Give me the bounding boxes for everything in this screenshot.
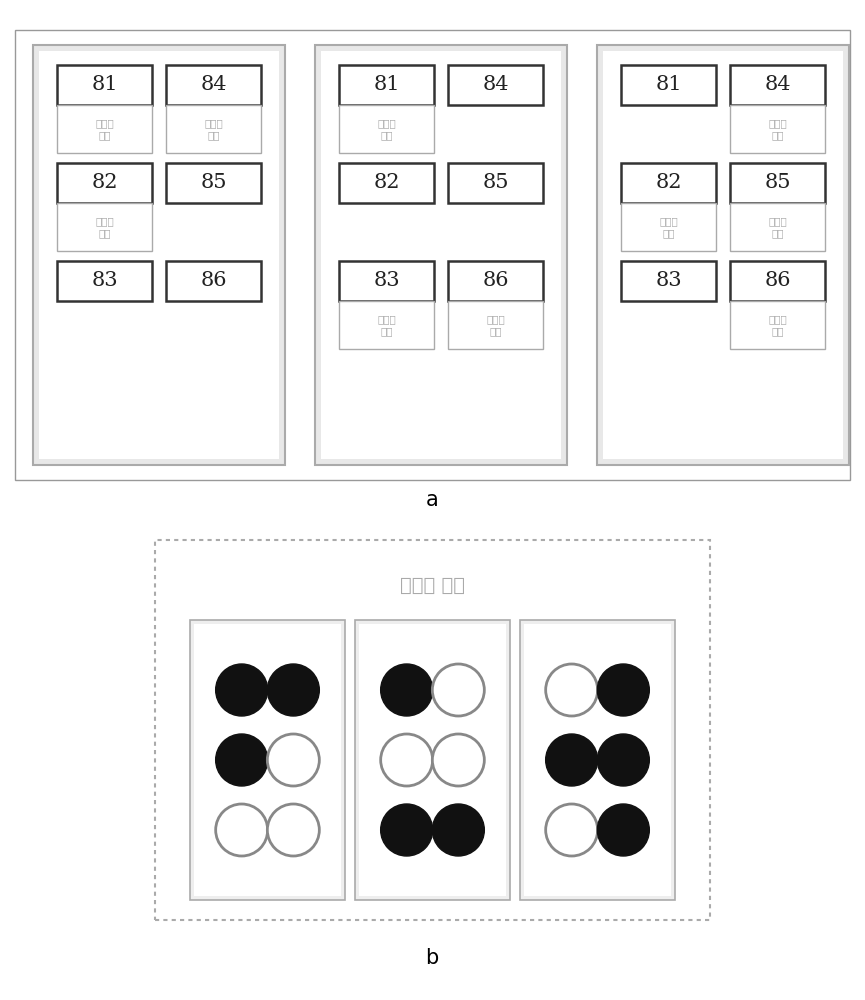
Text: 盲字： 复位: 盲字： 复位 bbox=[400, 576, 465, 594]
Bar bbox=[621, 65, 716, 105]
Bar bbox=[57, 203, 152, 251]
Ellipse shape bbox=[215, 804, 267, 856]
Bar bbox=[621, 203, 716, 251]
Ellipse shape bbox=[598, 804, 650, 856]
Bar bbox=[339, 105, 434, 153]
Bar bbox=[166, 163, 261, 203]
Bar bbox=[339, 65, 434, 105]
Bar bbox=[57, 65, 152, 105]
Bar bbox=[355, 620, 510, 900]
Text: 82: 82 bbox=[374, 174, 400, 192]
Bar bbox=[448, 301, 543, 349]
Ellipse shape bbox=[546, 664, 598, 716]
Bar bbox=[57, 261, 152, 301]
Bar bbox=[730, 301, 825, 349]
Bar bbox=[194, 624, 341, 896]
Ellipse shape bbox=[381, 664, 432, 716]
Bar bbox=[730, 65, 825, 105]
Text: 81: 81 bbox=[91, 76, 118, 95]
Ellipse shape bbox=[432, 664, 484, 716]
Text: 82: 82 bbox=[91, 174, 118, 192]
Ellipse shape bbox=[432, 734, 484, 786]
Ellipse shape bbox=[381, 804, 432, 856]
Ellipse shape bbox=[546, 804, 598, 856]
Text: 84: 84 bbox=[765, 76, 791, 95]
Text: 热信号
输入: 热信号 输入 bbox=[486, 314, 505, 336]
Text: 82: 82 bbox=[656, 174, 682, 192]
Text: 83: 83 bbox=[373, 271, 400, 290]
Bar bbox=[339, 261, 434, 301]
Ellipse shape bbox=[267, 804, 319, 856]
Bar bbox=[166, 261, 261, 301]
Text: b: b bbox=[426, 948, 439, 968]
Bar bbox=[57, 105, 152, 153]
Ellipse shape bbox=[598, 734, 650, 786]
Text: 热信号
输入: 热信号 输入 bbox=[659, 216, 678, 238]
Bar bbox=[57, 163, 152, 203]
Text: 热信号
输入: 热信号 输入 bbox=[377, 314, 396, 336]
Bar bbox=[448, 65, 543, 105]
Text: 85: 85 bbox=[765, 174, 791, 192]
Bar bbox=[730, 203, 825, 251]
Text: 热信号
输入: 热信号 输入 bbox=[768, 118, 787, 140]
Text: 85: 85 bbox=[201, 174, 227, 192]
Bar bbox=[321, 51, 561, 459]
Text: 84: 84 bbox=[201, 76, 227, 95]
Ellipse shape bbox=[381, 734, 432, 786]
Bar bbox=[448, 261, 543, 301]
Bar bbox=[621, 163, 716, 203]
Bar bbox=[166, 105, 261, 153]
Bar bbox=[15, 30, 850, 480]
Text: a: a bbox=[426, 490, 439, 510]
Bar bbox=[33, 45, 285, 465]
Bar bbox=[448, 163, 543, 203]
Ellipse shape bbox=[215, 664, 267, 716]
Bar bbox=[339, 301, 434, 349]
Text: 86: 86 bbox=[483, 271, 509, 290]
Text: 81: 81 bbox=[655, 76, 682, 95]
Text: 86: 86 bbox=[201, 271, 227, 290]
Ellipse shape bbox=[215, 734, 267, 786]
Bar bbox=[39, 51, 279, 459]
Bar bbox=[359, 624, 506, 896]
Text: 热信号
输入: 热信号 输入 bbox=[768, 216, 787, 238]
Bar bbox=[315, 45, 567, 465]
Bar bbox=[520, 620, 675, 900]
Text: 热信号
输入: 热信号 输入 bbox=[377, 118, 396, 140]
Text: 热信号
输入: 热信号 输入 bbox=[95, 216, 114, 238]
FancyBboxPatch shape bbox=[155, 540, 710, 920]
Bar bbox=[730, 261, 825, 301]
Text: 83: 83 bbox=[91, 271, 118, 290]
Bar bbox=[603, 51, 843, 459]
Text: 86: 86 bbox=[765, 271, 791, 290]
Bar bbox=[621, 261, 716, 301]
Bar bbox=[524, 624, 671, 896]
Bar bbox=[190, 620, 345, 900]
Text: 85: 85 bbox=[483, 174, 509, 192]
Ellipse shape bbox=[546, 734, 598, 786]
Text: 热信号
输入: 热信号 输入 bbox=[95, 118, 114, 140]
Text: 热信号
输入: 热信号 输入 bbox=[768, 314, 787, 336]
Ellipse shape bbox=[432, 804, 484, 856]
Bar bbox=[730, 163, 825, 203]
Bar bbox=[597, 45, 849, 465]
Ellipse shape bbox=[267, 664, 319, 716]
Text: 81: 81 bbox=[373, 76, 400, 95]
Bar bbox=[730, 105, 825, 153]
Bar bbox=[339, 163, 434, 203]
Bar bbox=[166, 65, 261, 105]
Ellipse shape bbox=[267, 734, 319, 786]
Ellipse shape bbox=[598, 664, 650, 716]
Text: 84: 84 bbox=[483, 76, 509, 95]
Text: 热信号
输入: 热信号 输入 bbox=[204, 118, 223, 140]
Text: 83: 83 bbox=[655, 271, 682, 290]
